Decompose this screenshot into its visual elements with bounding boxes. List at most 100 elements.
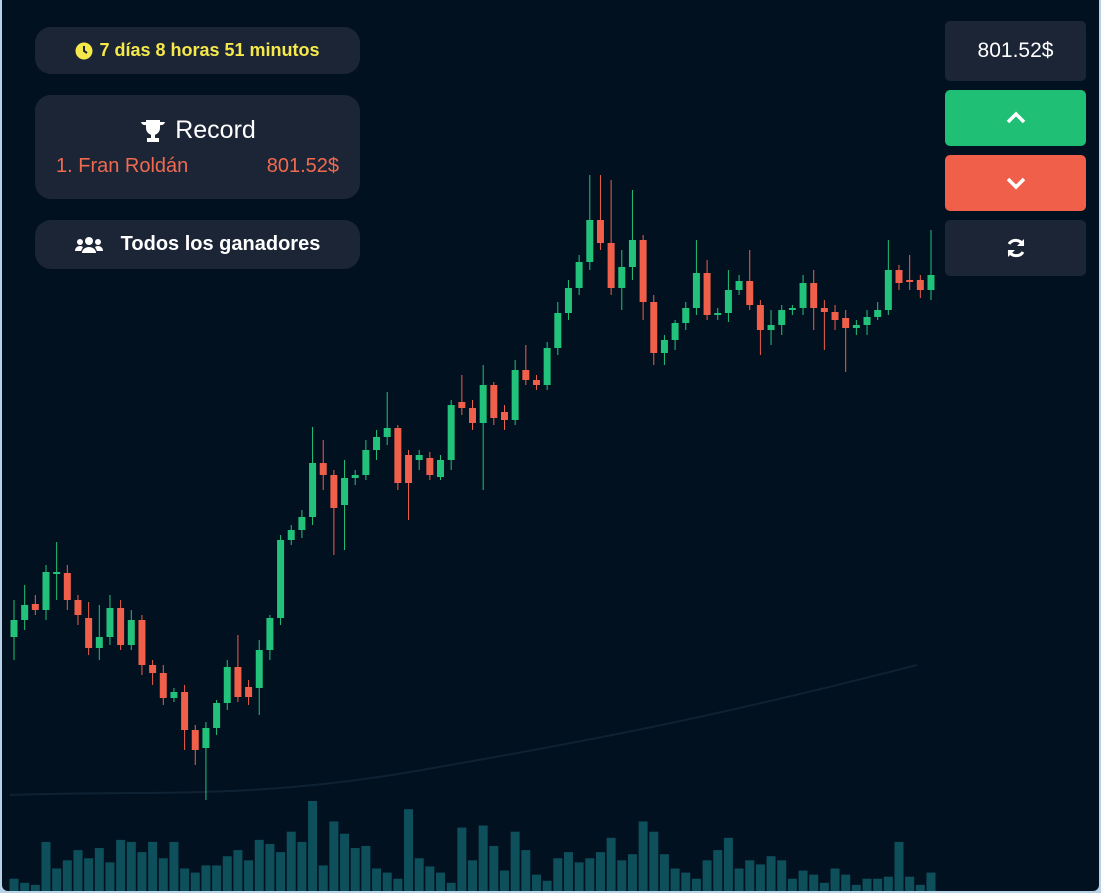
- volume-bar: [212, 865, 222, 891]
- volume-bar: [436, 872, 446, 891]
- volume-bar: [425, 866, 435, 891]
- volume-bar: [595, 852, 605, 891]
- volume-bar: [851, 884, 861, 891]
- candle-body: [543, 348, 551, 385]
- trophy-icon: [141, 119, 166, 142]
- volume-bar: [926, 872, 936, 891]
- candle-body: [714, 313, 722, 315]
- volume-bar: [190, 872, 200, 891]
- winners-button[interactable]: Todos los ganadores: [35, 220, 360, 269]
- candle-body: [362, 450, 370, 475]
- candle-body: [906, 280, 914, 282]
- volume-bar: [649, 831, 659, 891]
- candle-body: [596, 220, 604, 243]
- volume-bar: [84, 858, 94, 891]
- volume-bar: [766, 856, 776, 891]
- volume-bar: [169, 841, 179, 891]
- volume-bar: [372, 868, 382, 891]
- volume-bar: [244, 860, 254, 891]
- users-icon: [74, 236, 103, 253]
- candle-body: [703, 273, 711, 315]
- candle-body: [863, 317, 871, 325]
- candle-body: [532, 380, 540, 385]
- candle-body: [447, 405, 455, 460]
- volume-bar: [489, 846, 499, 891]
- average-line: [9, 664, 918, 796]
- volume-bar: [905, 876, 915, 891]
- volume-bar: [659, 854, 669, 891]
- candle-body: [341, 478, 349, 505]
- volume-bar: [499, 870, 509, 891]
- candle-body: [21, 605, 29, 620]
- volume-bar: [340, 833, 350, 891]
- volume-bar: [553, 858, 563, 891]
- up-button[interactable]: [945, 90, 1086, 146]
- volume-bar: [830, 868, 840, 891]
- candle-body: [692, 273, 700, 308]
- volume-bar: [393, 878, 403, 891]
- volume-bar: [563, 852, 573, 891]
- candle-body: [415, 455, 423, 460]
- volume-bar: [148, 841, 158, 891]
- record-header: Record: [139, 116, 256, 145]
- volume-bar: [52, 868, 62, 891]
- candle-body: [394, 428, 402, 483]
- volume-bar: [233, 850, 243, 891]
- volume-bar: [670, 868, 680, 891]
- record-score: 801.52$: [266, 155, 339, 177]
- candle-body: [916, 280, 924, 290]
- candle-body: [884, 270, 892, 310]
- volume-bar: [542, 880, 552, 891]
- volume-bar: [574, 862, 584, 891]
- candle-body: [852, 325, 860, 328]
- candle-body: [810, 283, 818, 308]
- volume-bar: [681, 872, 691, 891]
- candle-body: [820, 308, 828, 312]
- volume-bar: [329, 821, 339, 891]
- volume-bar: [94, 848, 104, 891]
- up-icon: [1006, 111, 1025, 124]
- volume-bar: [745, 860, 755, 891]
- volume-bar: [126, 841, 136, 891]
- down-icon: [1006, 177, 1025, 190]
- volume-bar: [41, 841, 51, 891]
- candle-body: [277, 540, 285, 618]
- record-name: 1. Fran Roldán: [56, 155, 189, 177]
- volume-bar: [638, 821, 648, 891]
- volume-bar: [137, 852, 147, 891]
- candle-body: [639, 240, 647, 302]
- volume-bar: [809, 874, 819, 891]
- volume-bar: [862, 878, 872, 891]
- down-button[interactable]: [945, 155, 1086, 211]
- candle-body: [373, 437, 381, 450]
- candle-body: [607, 243, 615, 288]
- candle-body: [628, 240, 636, 267]
- candle-body: [309, 463, 317, 517]
- candle-body: [287, 530, 295, 540]
- candle-body: [554, 313, 562, 348]
- volume-bar: [297, 841, 307, 891]
- volume-bar: [873, 878, 883, 891]
- candle-body: [724, 290, 732, 313]
- candle-body: [564, 288, 572, 313]
- record-title: Record: [175, 116, 256, 144]
- candle-body: [95, 637, 103, 648]
- candle-body: [799, 283, 807, 308]
- candle-body: [660, 340, 668, 353]
- volume-bar: [787, 878, 797, 891]
- volume-bar: [521, 850, 531, 891]
- volume-bar: [627, 854, 637, 891]
- volume-bar: [457, 827, 467, 891]
- refresh-button[interactable]: [945, 220, 1086, 276]
- candle-body: [490, 385, 498, 418]
- volume-bar: [702, 860, 712, 891]
- candle-body: [437, 460, 445, 477]
- volume-bar: [819, 882, 829, 891]
- candle-body: [42, 572, 50, 610]
- candle-body: [671, 323, 679, 340]
- price-box: 801.52$: [945, 21, 1086, 81]
- candle-body: [383, 428, 391, 437]
- volume-bar: [350, 848, 360, 891]
- volume-bar: [20, 882, 30, 891]
